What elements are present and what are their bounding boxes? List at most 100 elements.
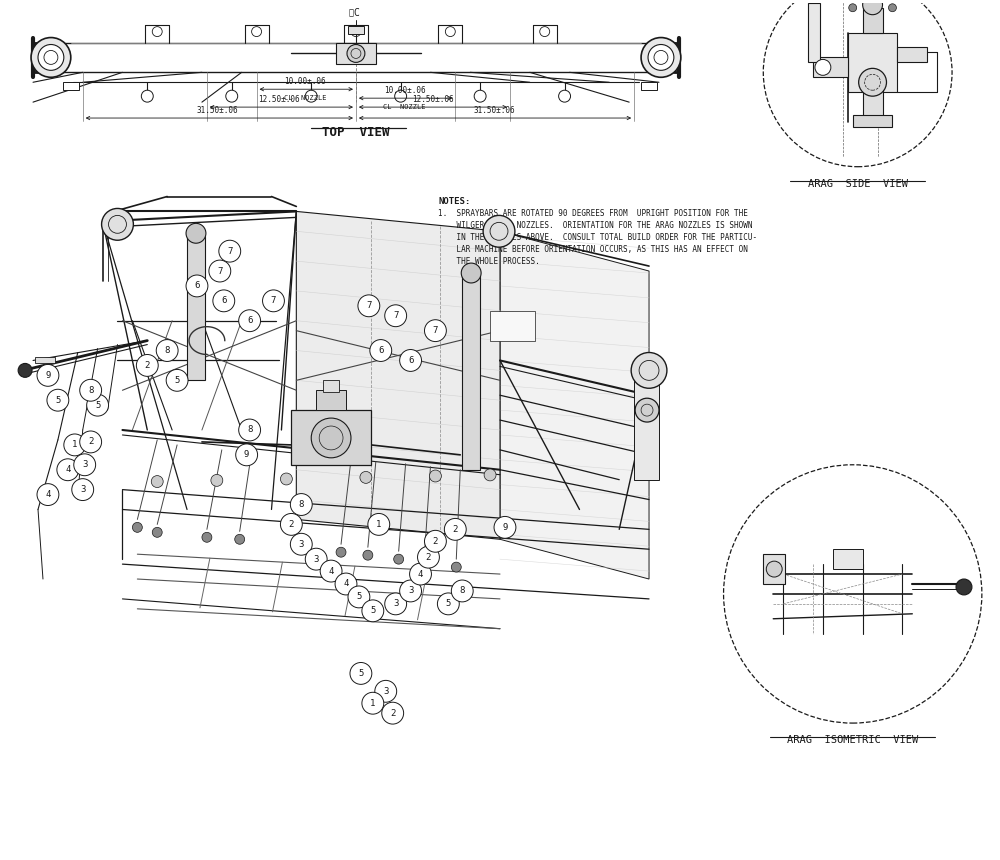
Circle shape (72, 479, 94, 501)
Circle shape (461, 263, 481, 283)
Text: 10.00±.06: 10.00±.06 (384, 86, 425, 95)
Circle shape (766, 561, 782, 577)
Text: 5: 5 (55, 396, 61, 405)
Text: 7: 7 (393, 311, 398, 320)
Circle shape (400, 349, 422, 372)
Text: 4: 4 (418, 569, 423, 579)
Text: 4: 4 (65, 465, 70, 474)
Circle shape (347, 45, 365, 63)
Circle shape (239, 419, 261, 441)
Circle shape (166, 370, 188, 391)
Circle shape (151, 476, 163, 488)
Text: 6: 6 (247, 316, 252, 325)
Circle shape (358, 295, 380, 316)
Text: 5: 5 (174, 376, 180, 384)
Bar (63, 83, 79, 90)
Text: 1.  SPRAYBARS ARE ROTATED 90 DEGREES FROM  UPRIGHT POSITION FOR THE: 1. SPRAYBARS ARE ROTATED 90 DEGREES FROM… (438, 210, 748, 218)
Circle shape (394, 554, 404, 564)
Bar (641, 83, 657, 90)
Text: 8: 8 (460, 587, 465, 595)
Text: 5: 5 (358, 669, 364, 678)
Circle shape (211, 475, 223, 487)
Text: 5: 5 (95, 401, 100, 409)
Circle shape (18, 364, 32, 378)
Circle shape (395, 90, 407, 102)
Circle shape (87, 394, 109, 416)
Circle shape (156, 340, 178, 361)
Text: 4: 4 (343, 580, 349, 588)
Circle shape (420, 557, 429, 567)
Circle shape (213, 290, 235, 312)
Text: 2: 2 (88, 438, 93, 446)
Text: 7: 7 (366, 301, 372, 310)
Bar (863, 83, 883, 117)
Text: ARAG  SIDE  VIEW: ARAG SIDE VIEW (808, 179, 908, 188)
Circle shape (235, 534, 245, 544)
Circle shape (290, 494, 312, 515)
Circle shape (451, 580, 473, 602)
Text: 3: 3 (393, 599, 398, 608)
Text: 1: 1 (370, 698, 376, 708)
Circle shape (437, 593, 459, 615)
Bar (187, 237, 205, 380)
Circle shape (385, 593, 407, 615)
Circle shape (74, 454, 96, 476)
Bar (897, 47, 927, 63)
Text: 7: 7 (217, 267, 223, 275)
Text: 4: 4 (45, 490, 51, 499)
Text: 7: 7 (227, 247, 232, 255)
Text: 3: 3 (383, 687, 388, 696)
Circle shape (263, 290, 284, 312)
Text: 2: 2 (289, 520, 294, 529)
Circle shape (38, 45, 64, 71)
Text: 5: 5 (446, 599, 451, 608)
Circle shape (815, 59, 831, 76)
Circle shape (382, 703, 404, 724)
Text: LAR MACHINE BEFORE ORIENTATION OCCURS, AS THIS HAS AN EFFECT ON: LAR MACHINE BEFORE ORIENTATION OCCURS, A… (438, 245, 748, 255)
Circle shape (483, 215, 515, 247)
Circle shape (236, 444, 258, 466)
Circle shape (64, 434, 86, 456)
Bar (490, 310, 535, 341)
Circle shape (360, 471, 372, 483)
Bar (848, 33, 897, 92)
Text: WILGER SPRAY NOZZLES.  ORIENTATION FOR THE ARAG NOZZLES IS SHOWN: WILGER SPRAY NOZZLES. ORIENTATION FOR TH… (438, 221, 753, 230)
Circle shape (763, 0, 952, 167)
Circle shape (320, 560, 342, 582)
Bar (336, 42, 376, 64)
Bar (348, 26, 364, 34)
Circle shape (136, 354, 158, 377)
Bar (813, 58, 848, 77)
Bar (35, 358, 55, 364)
Text: 8: 8 (88, 386, 93, 395)
Text: IN THE DETAILS ABOVE.  CONSULT TOTAL BUILD ORDER FOR THE PARTICU-: IN THE DETAILS ABOVE. CONSULT TOTAL BUIL… (438, 233, 758, 243)
Circle shape (102, 208, 133, 240)
Circle shape (494, 517, 516, 538)
Text: NOTES:: NOTES: (438, 197, 471, 206)
Text: 2: 2 (426, 553, 431, 562)
Circle shape (141, 90, 153, 102)
Text: ARAG  ISOMETRIC  VIEW: ARAG ISOMETRIC VIEW (787, 735, 918, 745)
Circle shape (348, 586, 370, 608)
Text: 4: 4 (328, 567, 334, 575)
Circle shape (280, 513, 302, 535)
Circle shape (424, 531, 446, 552)
Circle shape (400, 580, 422, 602)
Circle shape (362, 600, 384, 622)
Bar (462, 276, 480, 470)
Text: 8: 8 (299, 500, 304, 509)
Text: 3: 3 (314, 555, 319, 563)
Text: 31.50±.06: 31.50±.06 (473, 106, 515, 115)
Text: 6: 6 (408, 356, 413, 365)
Circle shape (410, 563, 431, 585)
Text: 1: 1 (376, 520, 381, 529)
Text: C: C (353, 8, 359, 18)
Text: 2: 2 (390, 709, 395, 717)
Text: 2: 2 (433, 537, 438, 546)
Text: ℓ: ℓ (349, 9, 354, 18)
Circle shape (484, 469, 496, 481)
Text: 12.50±.06: 12.50±.06 (259, 95, 300, 104)
Circle shape (474, 90, 486, 102)
Text: 2: 2 (145, 361, 150, 370)
Text: 2: 2 (453, 525, 458, 534)
